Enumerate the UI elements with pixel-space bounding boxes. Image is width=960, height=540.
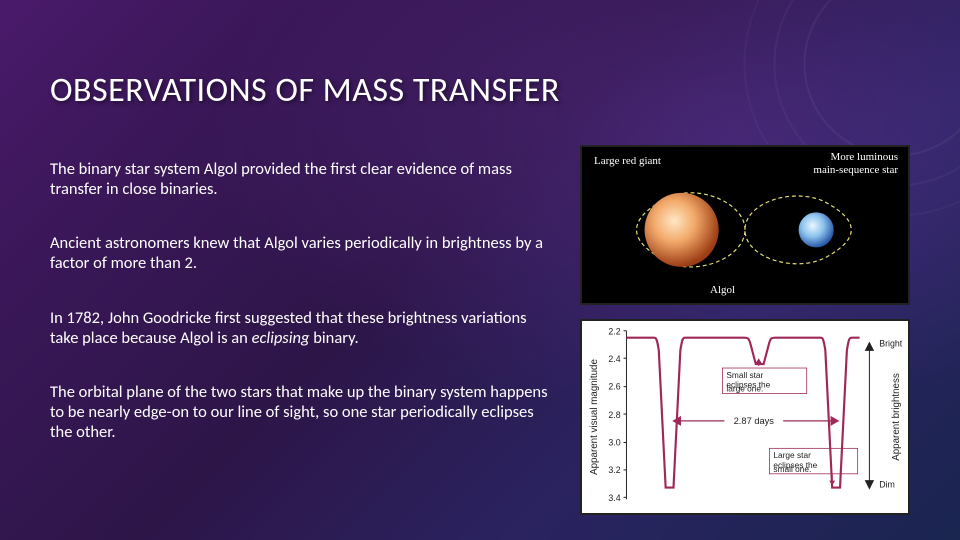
svg-text:2.2: 2.2 xyxy=(608,327,620,337)
slide: OBSERVATIONS OF MASS TRANSFER The binary… xyxy=(0,0,960,540)
svg-text:3.0: 3.0 xyxy=(608,437,620,447)
period-label: 2.87 days xyxy=(734,416,775,426)
paragraph-4: The orbital plane of the two stars that … xyxy=(50,382,556,442)
lightcurve-svg: 2.2 2.4 2.6 2.8 3.0 3.2 3.4 xyxy=(582,321,908,513)
svg-text:Large star: Large star xyxy=(773,450,811,460)
figure-algol-diagram: Large red giant More luminous main-seque… xyxy=(580,145,910,305)
fig1-label-right-l1: More luminous xyxy=(830,151,898,163)
svg-text:2.8: 2.8 xyxy=(608,410,620,420)
svg-text:Bright: Bright xyxy=(879,338,903,348)
svg-text:3.4: 3.4 xyxy=(608,493,620,503)
para3-post: binary. xyxy=(309,328,358,348)
slide-title: OBSERVATIONS OF MASS TRANSFER xyxy=(50,70,910,111)
svg-text:Small star: Small star xyxy=(726,370,763,380)
content-row: The binary star system Algol provided th… xyxy=(50,159,910,515)
image-column: Large red giant More luminous main-seque… xyxy=(580,145,910,515)
paragraph-3: In 1782, John Goodricke first suggested … xyxy=(50,308,556,348)
figure-lightcurve: 2.2 2.4 2.6 2.8 3.0 3.2 3.4 xyxy=(580,319,910,515)
svg-text:3.2: 3.2 xyxy=(608,465,620,475)
fig1-label-right-l2: main-sequence star xyxy=(813,164,898,176)
svg-text:2.6: 2.6 xyxy=(608,382,620,392)
svg-text:large one.: large one. xyxy=(726,384,763,394)
svg-text:Apparent brightness: Apparent brightness xyxy=(891,373,902,461)
paragraph-1: The binary star system Algol provided th… xyxy=(50,159,556,199)
text-column: The binary star system Algol provided th… xyxy=(50,159,556,515)
svg-text:Apparent visual magnitude: Apparent visual magnitude xyxy=(589,359,600,475)
paragraph-2: Ancient astronomers knew that Algol vari… xyxy=(50,233,556,273)
fig1-label-right: More luminous main-sequence star xyxy=(813,151,898,176)
para3-em: eclipsing xyxy=(252,328,310,348)
svg-text:2.4: 2.4 xyxy=(608,354,620,364)
svg-text:small one.: small one. xyxy=(773,464,811,474)
svg-text:Dim: Dim xyxy=(879,480,895,490)
fig1-label-left: Large red giant xyxy=(594,155,661,168)
fig1-label-bottom: Algol xyxy=(710,284,735,297)
